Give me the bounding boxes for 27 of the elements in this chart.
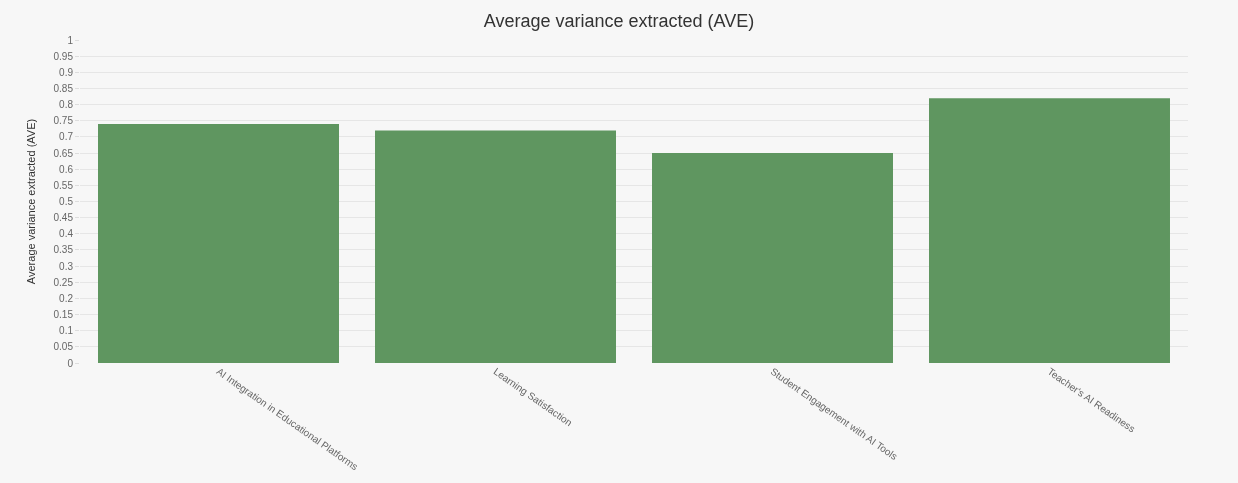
bar <box>929 98 1170 363</box>
y-tick-label: 0.85 <box>53 82 74 94</box>
y-tick-label: 0.35 <box>53 244 74 256</box>
y-tick-label: 1 <box>67 34 74 46</box>
y-tick-label: 0.6 <box>59 163 74 175</box>
y-tick-label: 0.1 <box>59 325 74 337</box>
y-axis-title: Average variance extracted (AVE) <box>25 118 38 285</box>
y-tick-label: 0.4 <box>59 228 74 240</box>
y-tick-label: 0.95 <box>53 50 74 62</box>
y-tick-label: 0.15 <box>53 309 74 321</box>
y-tick-label: 0.45 <box>53 212 74 224</box>
bar <box>98 123 339 363</box>
y-tick-label: 0.75 <box>53 115 74 127</box>
y-tick-label: 0.55 <box>53 179 74 191</box>
y-tick-label: 0.8 <box>59 99 74 111</box>
bar <box>652 153 893 363</box>
y-tick-label: 0.9 <box>59 66 74 78</box>
bar <box>375 130 616 363</box>
chart-title: Average variance extracted (AVE) <box>483 11 755 32</box>
y-tick-label: 0.05 <box>53 341 74 353</box>
y-tick-label: 0.2 <box>59 292 74 304</box>
y-tick-label: 0.65 <box>53 147 74 159</box>
y-tick-label: 0.3 <box>59 260 74 272</box>
y-tick-label: 0.7 <box>59 131 74 143</box>
y-tick-label: 0.5 <box>59 196 74 207</box>
y-tick-label: 0 <box>67 357 74 369</box>
y-tick-label: 0.25 <box>53 276 74 288</box>
